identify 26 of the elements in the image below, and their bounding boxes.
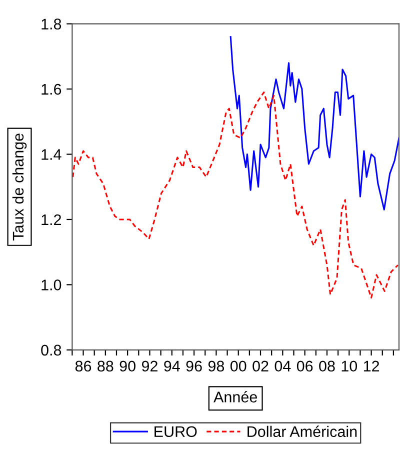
y-tick-label: 1.8 [42,18,62,30]
x-tick-label: 08 [319,360,335,372]
x-tick-label: 92 [142,360,158,372]
y-tick-label: 1.4 [42,149,62,160]
x-tick-label: 96 [186,360,202,372]
x-tick-label: 04 [274,360,291,372]
y-tick-label: 1.0 [42,280,62,290]
y-tick-label: 1.2 [42,214,61,226]
x-tick-label: 88 [98,360,114,372]
x-tick-label: 86 [75,360,92,372]
y-tick-label: 1.6 [42,84,62,95]
x-axis-title: Année [214,391,257,402]
x-tick-label: 98 [208,360,224,372]
x-tick-label: 12 [364,360,380,372]
legend-label: Dollar Américain [248,426,357,438]
line-series [72,92,399,298]
x-tick-label: 00 [230,360,246,372]
y-axis-title: Taux de change [12,134,27,240]
legend-label: EURO [154,426,197,438]
x-tick-label: 94 [164,360,180,372]
y-tick-label: 0.8 [41,344,62,356]
x-tick-label: 10 [342,360,358,372]
x-tick-label: 90 [120,360,136,372]
x-tick-label: 06 [296,360,313,372]
line-series [230,36,399,210]
x-tick-label: 02 [252,360,268,372]
